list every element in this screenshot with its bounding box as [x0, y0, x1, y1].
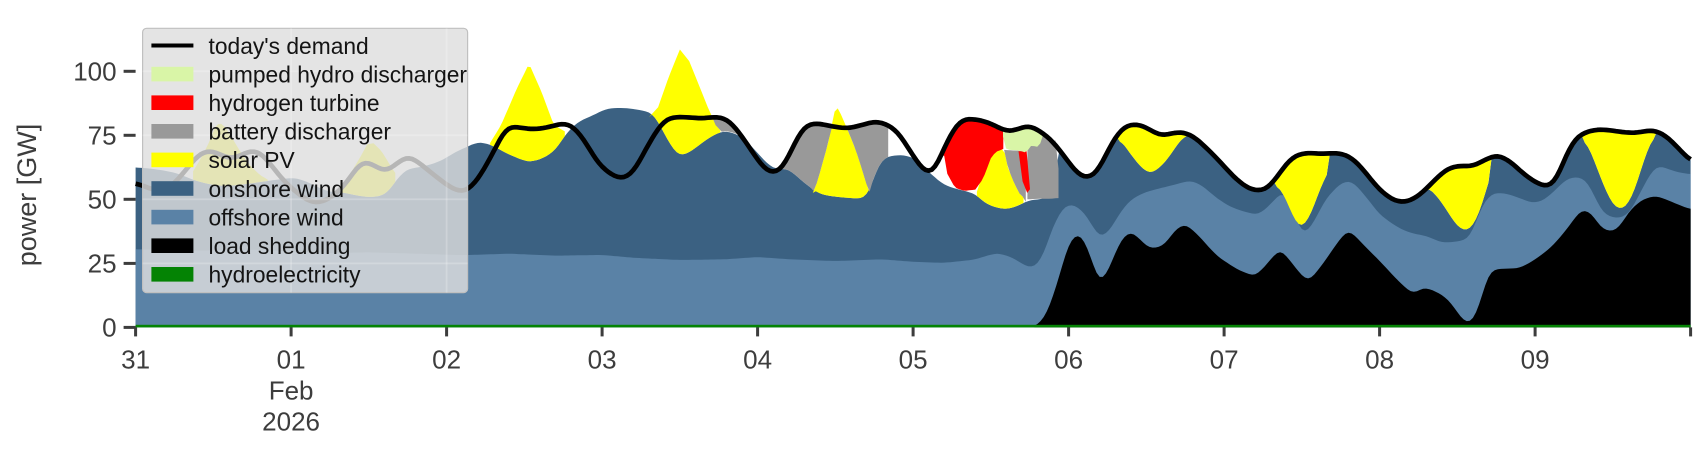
svg-text:hydrogen turbine: hydrogen turbine: [209, 90, 380, 116]
svg-text:50: 50: [88, 184, 117, 214]
svg-text:Feb: Feb: [269, 375, 314, 405]
svg-text:06: 06: [1054, 344, 1083, 374]
svg-text:09: 09: [1521, 344, 1550, 374]
svg-text:75: 75: [88, 120, 117, 150]
svg-text:05: 05: [899, 344, 928, 374]
svg-text:hydroelectricity: hydroelectricity: [209, 262, 362, 288]
svg-text:04: 04: [743, 344, 772, 374]
svg-text:solar PV: solar PV: [209, 147, 296, 173]
svg-text:31: 31: [121, 344, 150, 374]
svg-text:power [GW]: power [GW]: [12, 124, 42, 267]
svg-text:today's demand: today's demand: [209, 33, 369, 59]
svg-text:02: 02: [432, 344, 461, 374]
svg-text:08: 08: [1365, 344, 1394, 374]
svg-text:100: 100: [73, 56, 116, 86]
svg-text:03: 03: [588, 344, 617, 374]
svg-text:01: 01: [277, 344, 306, 374]
svg-text:25: 25: [88, 248, 117, 278]
svg-text:load shedding: load shedding: [209, 233, 351, 259]
svg-text:offshore wind: offshore wind: [209, 204, 344, 230]
svg-text:onshore wind: onshore wind: [209, 176, 345, 202]
svg-text:07: 07: [1210, 344, 1239, 374]
svg-text:0: 0: [102, 312, 116, 342]
svg-text:pumped hydro discharger: pumped hydro discharger: [209, 61, 468, 87]
svg-text:2026: 2026: [262, 406, 320, 436]
svg-text:battery discharger: battery discharger: [209, 119, 392, 145]
